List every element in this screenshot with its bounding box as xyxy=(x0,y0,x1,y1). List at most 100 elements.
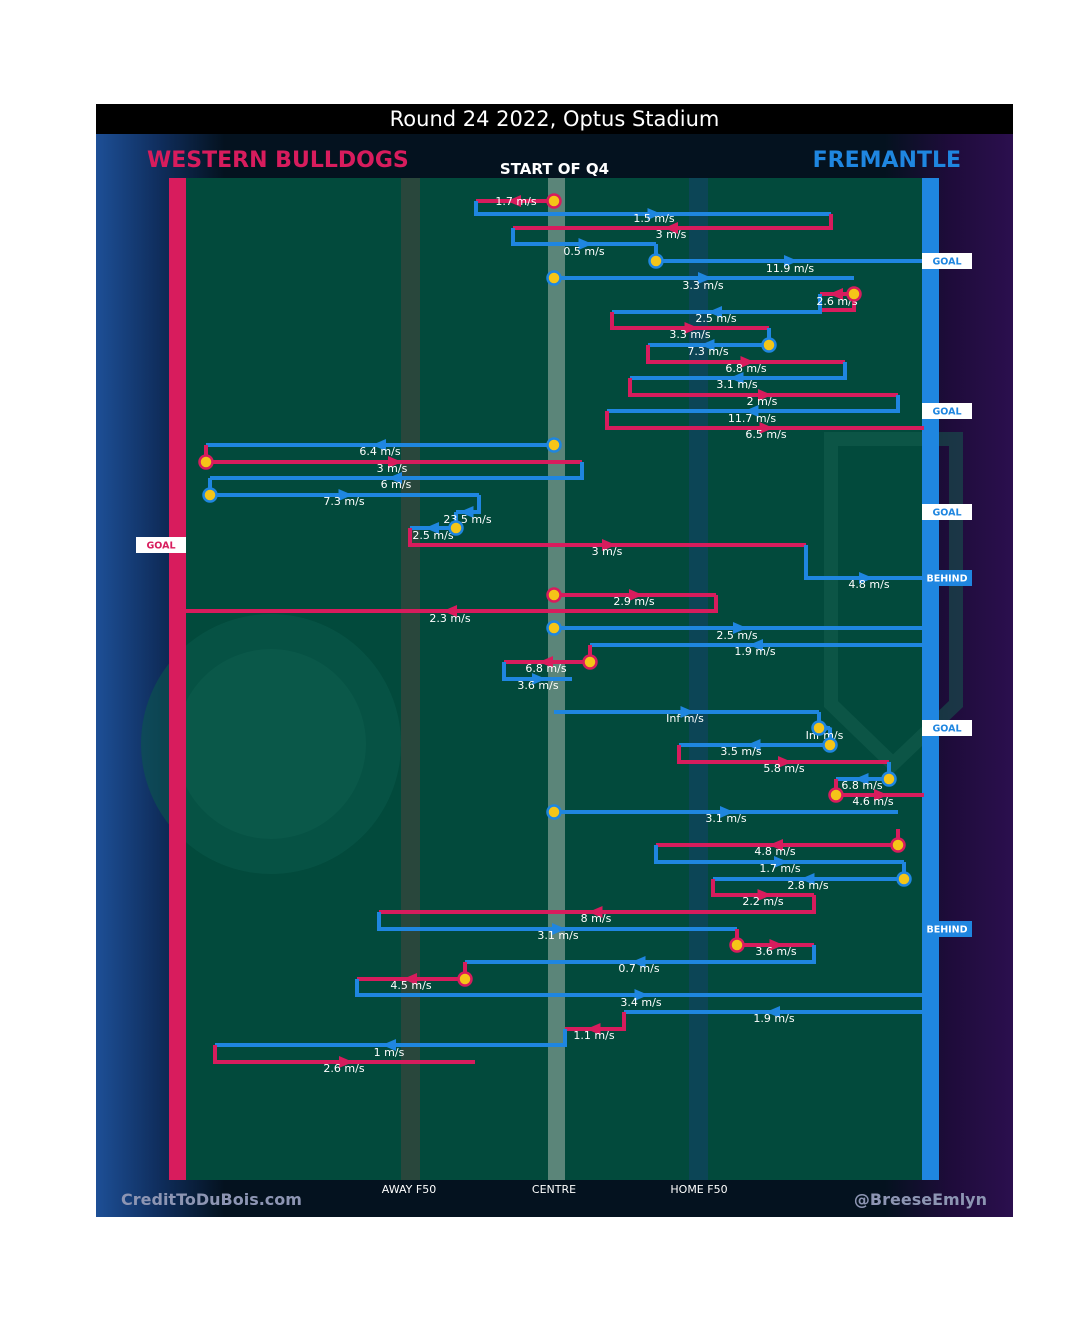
chain-arrow xyxy=(784,255,798,267)
chain-arrow xyxy=(629,589,643,601)
chart-title: Round 24 2022, Optus Stadium xyxy=(389,107,720,131)
chain-arrow xyxy=(800,873,815,885)
chain-arrow xyxy=(700,339,715,351)
chain-arrow xyxy=(372,439,386,451)
speed-label: 3.1 m/s xyxy=(537,929,578,942)
chain-arrow xyxy=(388,456,402,468)
chain-arrow xyxy=(749,639,763,651)
speed-label: 1.7 m/s xyxy=(495,195,536,208)
turnover-dot xyxy=(546,804,562,820)
speed-label: 5.8 m/s xyxy=(763,762,804,775)
chain-arrow xyxy=(586,1023,601,1035)
chain-arrow xyxy=(746,739,761,751)
speed-label: 3 m/s xyxy=(592,545,623,558)
result-badge xyxy=(922,504,972,520)
turnover-dot xyxy=(822,737,838,753)
result-badge xyxy=(922,253,972,269)
turnover-dot xyxy=(846,286,862,302)
chain-arrow xyxy=(766,1006,780,1018)
chain-arrow xyxy=(698,272,712,284)
speed-label: Inf m/s xyxy=(666,712,704,725)
speed-label: 1 m/s xyxy=(374,1046,405,1059)
result-badge-label: GOAL xyxy=(932,257,961,268)
speed-label: 2.6 m/s xyxy=(816,295,857,308)
speed-label: 11.9 m/s xyxy=(766,262,814,275)
chain-path xyxy=(711,879,814,897)
chain-arrow xyxy=(680,706,695,718)
speed-label: 4.5 m/s xyxy=(390,979,431,992)
speed-label: 2.5 m/s xyxy=(695,312,736,325)
chain-path xyxy=(804,545,924,580)
chain-arrow xyxy=(602,539,616,551)
chain-path xyxy=(502,662,572,681)
chain-path xyxy=(377,912,737,931)
chain-arrow xyxy=(778,756,792,768)
speed-label: 3.6 m/s xyxy=(517,679,558,692)
zone-label-home-f50: HOME F50 xyxy=(670,1183,727,1196)
speed-label: 2.2 m/s xyxy=(742,895,783,908)
speed-label: 6.8 m/s xyxy=(841,779,882,792)
chain-arrow xyxy=(757,889,772,901)
bulldogs-logo-watermark xyxy=(141,614,401,874)
result-badge xyxy=(136,537,186,553)
chain-arrow xyxy=(443,605,457,617)
chain-arrow xyxy=(382,1039,396,1051)
speed-label: 4.8 m/s xyxy=(848,578,889,591)
chain-path xyxy=(630,362,847,380)
speed-label: 3.5 m/s xyxy=(720,745,761,758)
right-goal-post xyxy=(922,178,939,1180)
chain-arrow xyxy=(459,506,474,518)
speed-label: 3.4 m/s xyxy=(620,996,661,1009)
chain-arrow xyxy=(769,839,783,851)
chain-path xyxy=(186,595,718,613)
chain-arrow xyxy=(588,906,603,918)
chain-path xyxy=(646,345,845,364)
result-badge xyxy=(922,720,972,736)
turnover-dot xyxy=(198,454,214,470)
chain-arrow xyxy=(539,656,553,668)
chain-arrow xyxy=(758,389,772,401)
chain-arrow xyxy=(634,989,649,1001)
speed-label: 6 m/s xyxy=(381,478,412,491)
chain-path xyxy=(628,378,898,397)
result-badge-label: GOAL xyxy=(932,724,961,735)
speed-label: 3 m/s xyxy=(377,462,408,475)
turnover-dot xyxy=(448,520,464,536)
chain-path xyxy=(624,995,926,1014)
speed-label: 1.1 m/s xyxy=(573,1029,614,1042)
chain-diagram: 1.7 m/s 1.5 m/s 3 m/s 0.5 m/s 11.9 m/s 3.3 m/… xyxy=(96,104,1013,1217)
period-label: START OF Q4 xyxy=(499,160,610,178)
chain-path xyxy=(610,312,769,330)
chain-path xyxy=(607,395,900,413)
result-badge xyxy=(922,570,972,586)
chain-arrow xyxy=(708,306,722,318)
speed-label: 2.6 m/s xyxy=(323,1062,364,1075)
speed-label: 6.5 m/s xyxy=(745,428,786,441)
chain-arrow xyxy=(403,973,417,985)
turnover-dot xyxy=(761,337,777,353)
turnover-dot xyxy=(896,871,912,887)
chain-arrow xyxy=(647,208,662,220)
chain-path xyxy=(215,1029,567,1047)
zone-label-centre: CENTRE xyxy=(532,1183,576,1196)
chain-arrow xyxy=(744,405,759,417)
turnover-dot xyxy=(546,193,562,209)
chain-arrow xyxy=(578,238,593,250)
speed-label: 1.5 m/s xyxy=(633,212,674,225)
turnover-dot xyxy=(828,787,844,803)
chain-arrow xyxy=(729,372,744,384)
chain-path xyxy=(408,528,806,547)
chain-arrow xyxy=(759,422,774,434)
turnover-dot xyxy=(881,771,897,787)
result-badge-label: GOAL xyxy=(932,508,961,519)
chain-path xyxy=(677,745,889,764)
turnover-dot xyxy=(582,654,598,670)
chain-arrow xyxy=(854,773,869,785)
chain-arrow xyxy=(664,222,678,234)
chain-arrow xyxy=(388,472,402,484)
team-name-left: WESTERN BULLDOGS xyxy=(147,148,409,173)
chain-path xyxy=(511,228,656,246)
chain-arrow xyxy=(532,673,546,685)
chain-path xyxy=(605,411,924,430)
chain-arrow xyxy=(829,288,843,300)
